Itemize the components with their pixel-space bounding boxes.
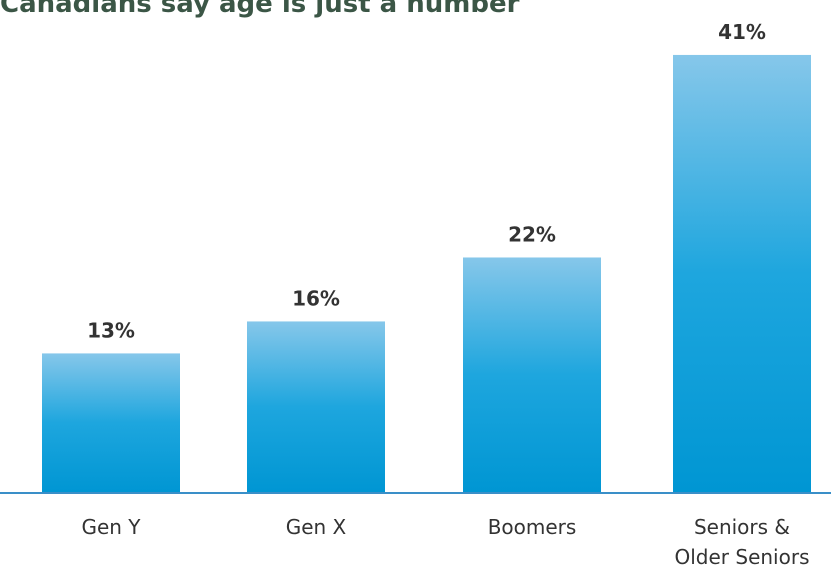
chart-title: Canadians say age is just a number — [0, 0, 520, 19]
x-tick-label: Boomers — [487, 515, 577, 539]
bar — [42, 353, 180, 492]
x-tick-label: Gen X — [285, 515, 347, 539]
bar — [247, 321, 385, 492]
x-tick-label: Gen Y — [81, 515, 141, 539]
value-label: 22% — [508, 222, 556, 246]
value-label: 16% — [292, 286, 340, 310]
x-tick-label: Seniors & Older Seniors — [674, 515, 810, 569]
value-label: 13% — [87, 318, 135, 342]
value-label: 41% — [718, 20, 766, 44]
bar — [463, 257, 601, 492]
bar — [673, 54, 811, 492]
